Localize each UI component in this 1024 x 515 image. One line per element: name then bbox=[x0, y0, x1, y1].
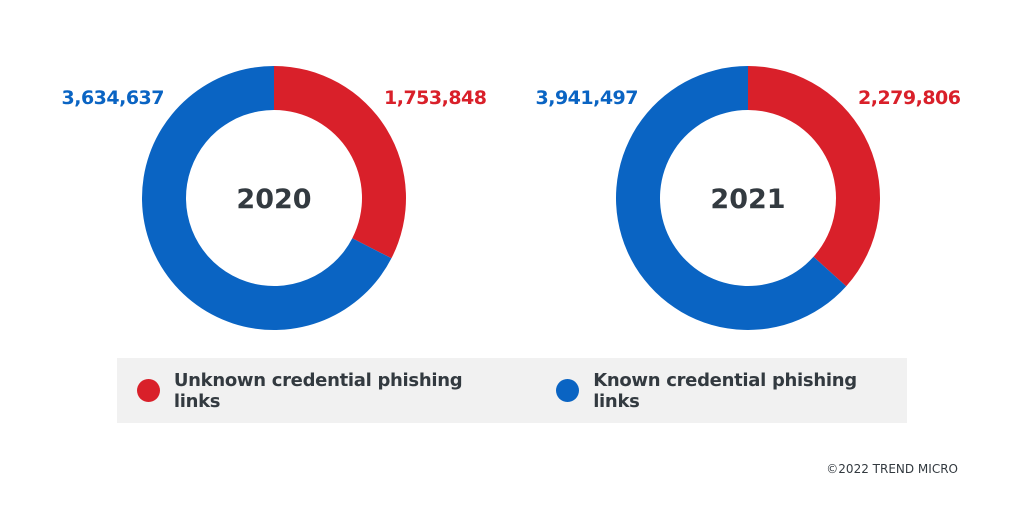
legend-swatch-blue bbox=[556, 379, 580, 402]
donut-slice-2021-unknown bbox=[748, 66, 881, 287]
legend-item-unknown: Unknown credential phishing links bbox=[137, 370, 512, 412]
donut-charts: 2020 1,753,848 3,634,637 2021 2,279,806 3,941… bbox=[62, 66, 961, 330]
legend-swatch-red bbox=[137, 379, 160, 402]
donut-slice-2021-known bbox=[616, 66, 847, 330]
donut-center-label: 2020 bbox=[236, 184, 311, 215]
data-label-unknown: 1,753,848 bbox=[384, 87, 487, 109]
copyright: ©2022 TREND MICRO bbox=[826, 462, 958, 476]
donut-slice-2020-unknown bbox=[274, 66, 406, 259]
data-label-unknown: 2,279,806 bbox=[858, 87, 961, 109]
donut-center-label: 2021 bbox=[710, 184, 785, 215]
legend-label: Unknown credential phishing links bbox=[173, 369, 463, 412]
legend-item-known: Known credential phishing links bbox=[556, 370, 907, 412]
donut-slice-2020-known bbox=[141, 66, 392, 330]
legend: Unknown credential phishing links Known … bbox=[117, 358, 907, 423]
legend-label: Known credential phishing links bbox=[593, 369, 857, 412]
data-label-known: 3,941,497 bbox=[536, 87, 638, 109]
data-label-known: 3,634,637 bbox=[62, 87, 164, 109]
